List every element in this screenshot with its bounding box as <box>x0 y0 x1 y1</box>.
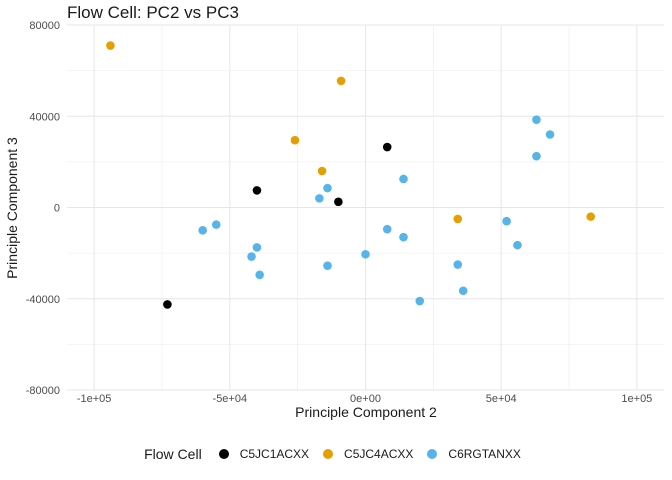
data-point-c6rgtanxx <box>211 220 221 229</box>
data-point-c6rgtanxx <box>323 261 332 270</box>
data-point-c6rgtanxx <box>415 296 425 306</box>
data-point-c6rgtanxx <box>532 151 541 161</box>
legend-label: C5JC1ACXX <box>239 447 310 461</box>
data-point-c6rgtanxx <box>315 194 324 203</box>
x-tick-label: -1e+05 <box>77 393 112 405</box>
data-point-c5jc4acxx <box>586 212 596 221</box>
data-point-c6rgtanxx <box>513 240 522 250</box>
legend-marker <box>323 449 334 459</box>
data-point-c6rgtanxx <box>453 260 463 269</box>
data-point-c5jc4acxx <box>453 214 463 224</box>
data-point-c6rgtanxx <box>382 224 392 234</box>
y-axis-ticks: -80000 -40000 0 40000 80000 <box>26 20 60 397</box>
y-axis-label: Principle Component 3 <box>4 137 20 279</box>
y-tick-label: -80000 <box>26 385 60 397</box>
x-tick-label: 1e+05 <box>621 393 652 405</box>
x-tick-label: 5e+04 <box>486 393 517 405</box>
data-point-c5jc1acxx <box>163 300 172 309</box>
legend-item-c5jc1acxx: C5JC1ACXX <box>218 447 310 461</box>
data-point-c6rgtanxx <box>247 252 256 261</box>
data-point-c6rgtanxx <box>532 115 541 124</box>
data-point-c6rgtanxx <box>399 232 408 242</box>
data-point-c6rgtanxx <box>502 216 511 226</box>
major-gridlines <box>67 24 664 391</box>
data-point-c5jc4acxx <box>317 166 327 176</box>
data-point-c6rgtanxx <box>545 130 555 139</box>
data-point-c6rgtanxx <box>323 183 332 193</box>
y-tick-label: 0 <box>54 203 60 215</box>
legend-item-c5jc4acxx: C5JC4ACXX <box>323 447 413 461</box>
x-tick-label: -5e+04 <box>213 393 248 405</box>
data-point-c5jc4acxx <box>290 135 300 145</box>
x-tick-label: 0e+00 <box>350 393 381 405</box>
data-point-c6rgtanxx <box>198 226 207 235</box>
data-point-c5jc4acxx <box>106 41 115 50</box>
legend-marker <box>427 449 438 459</box>
data-point-c6rgtanxx <box>252 243 262 252</box>
x-axis-ticks: -1e+05 -5e+04 0e+00 5e+04 1e+05 <box>77 393 652 405</box>
data-point-c6rgtanxx <box>361 249 370 259</box>
legend-title: Flow Cell <box>144 446 202 462</box>
legend-marker <box>218 449 229 459</box>
data-point-c5jc4acxx <box>336 76 346 86</box>
y-tick-label: 80000 <box>29 20 60 32</box>
data-point-c5jc1acxx <box>334 197 343 207</box>
legend-label: C5JC4ACXX <box>344 447 414 461</box>
data-point-c6rgtanxx <box>255 270 264 280</box>
data-point-c5jc1acxx <box>252 186 262 195</box>
data-point-c5jc1acxx <box>382 142 392 152</box>
chart-title: Flow Cell: PC2 vs PC3 <box>67 3 239 22</box>
legend-item-c6rgtanxx: C6RGTANXX <box>427 447 521 461</box>
legend: Flow Cell C5JC1ACXX C5JC4ACXX C6RGTANXX <box>0 443 672 465</box>
x-axis-label: Principle Component 2 <box>295 404 437 420</box>
data-points <box>106 41 596 309</box>
data-point-c6rgtanxx <box>458 286 468 296</box>
legend-label: C6RGTANXX <box>448 447 521 461</box>
y-tick-label: -40000 <box>26 294 60 306</box>
data-point-c6rgtanxx <box>399 174 408 184</box>
y-tick-label: 40000 <box>29 111 60 123</box>
